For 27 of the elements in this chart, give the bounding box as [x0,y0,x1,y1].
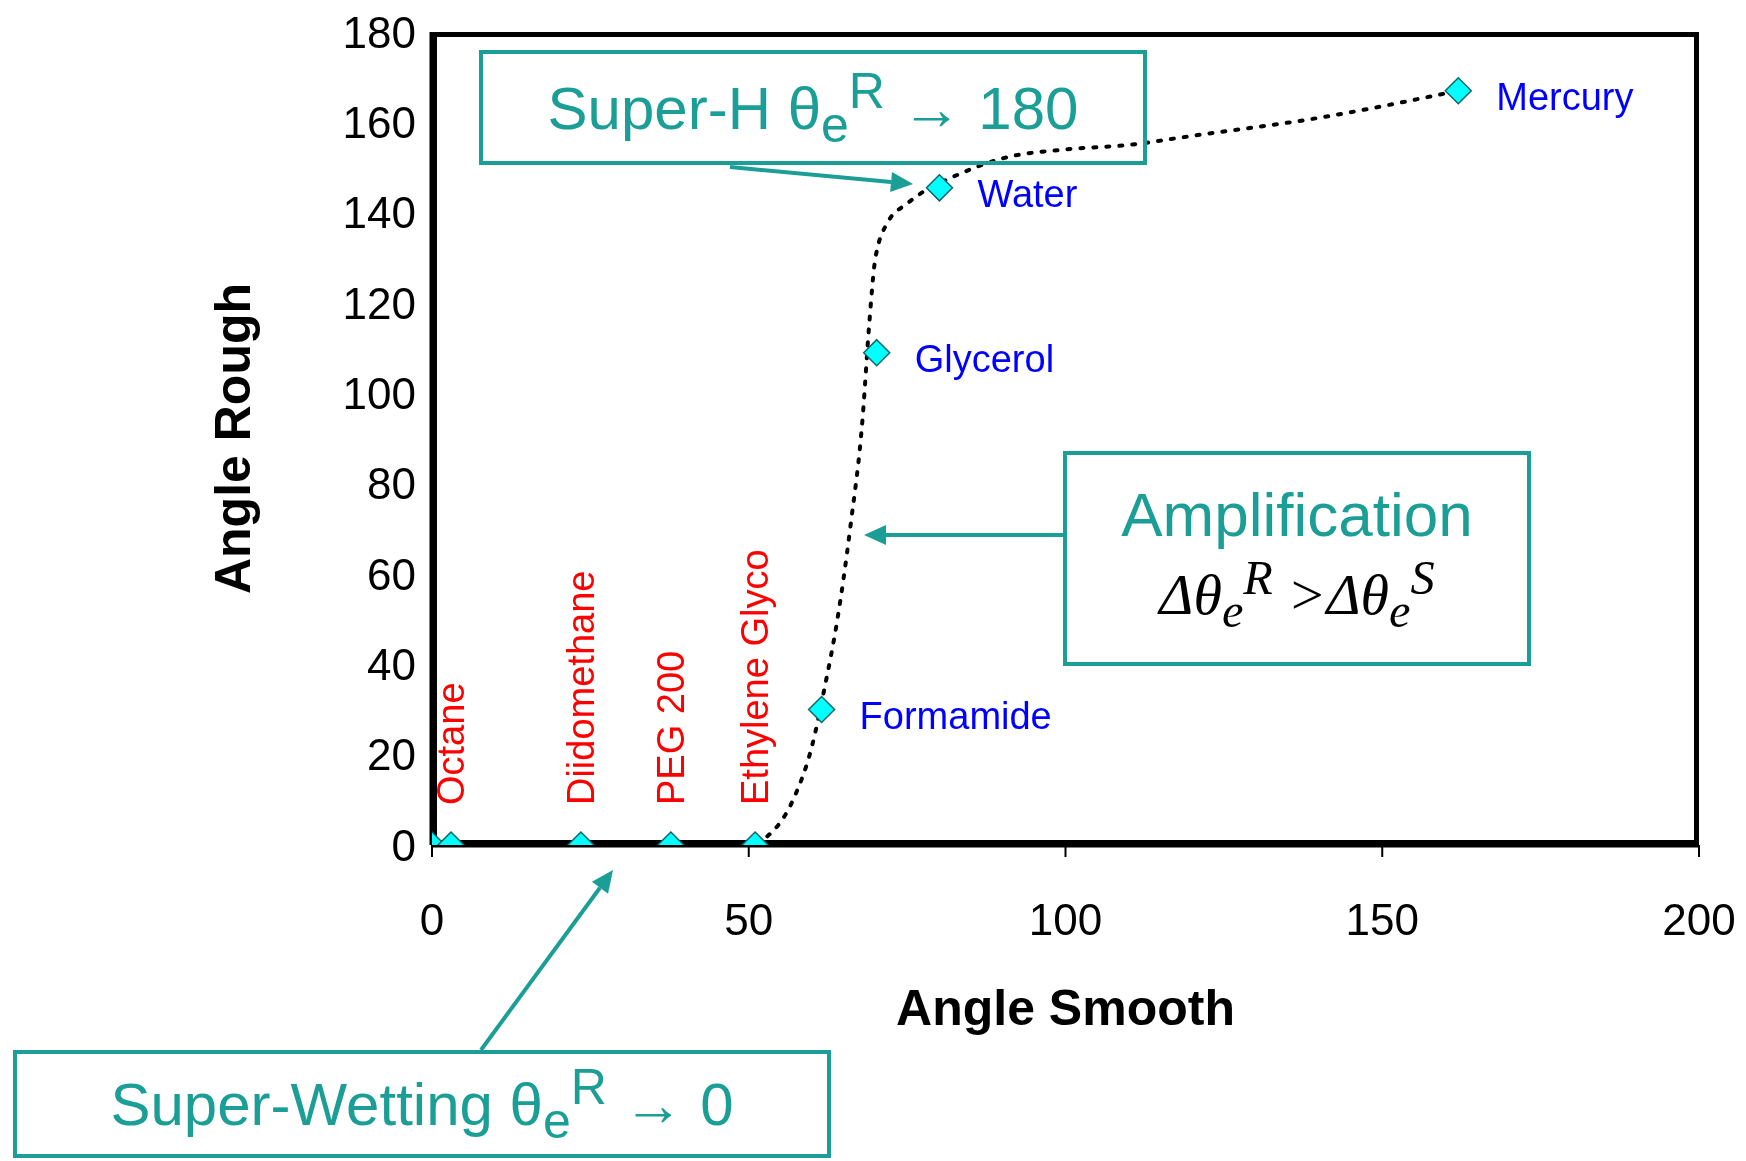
text: Super-Wetting θ$_{e}$$^{R}$ → 0 [110,1058,734,1150]
y-tick-label: 40 [367,639,416,689]
data-label: Formamide [859,694,1052,737]
y-tick-label: 120 [342,278,416,328]
x-tick-label: 150 [1345,895,1419,945]
y-tick-label: 20 [367,730,416,780]
x-axis-title: Angle Smooth [896,980,1235,1036]
data-label: PEG 200 [649,650,692,805]
y-tick-label: 0 [391,820,416,870]
data-label: Octane [430,682,473,805]
y-tick-label: 160 [342,97,416,147]
y-tick-label: 80 [367,459,416,509]
annotation: Amplification [1121,479,1473,551]
data-label: Mercury [1496,75,1634,118]
x-tick-label: 50 [724,895,774,945]
y-tick-label: 100 [342,368,416,418]
y-tick-label: 180 [342,7,416,57]
x-tick-label: 100 [1028,895,1103,945]
data-label: Glycerol [914,337,1055,380]
y-tick-label: 140 [342,188,416,238]
data-label: Diidomethane [559,570,602,805]
x-tick-label: 200 [1662,895,1736,945]
annotation: Super-H θ$_{e}$$^{R}$ → 180 [547,61,1079,154]
y-tick-label: 60 [367,549,416,599]
y-axis-title: Angle Rough [204,282,261,595]
data-label: Ethylene Glyco [734,549,777,805]
data-label: Water [977,172,1078,215]
